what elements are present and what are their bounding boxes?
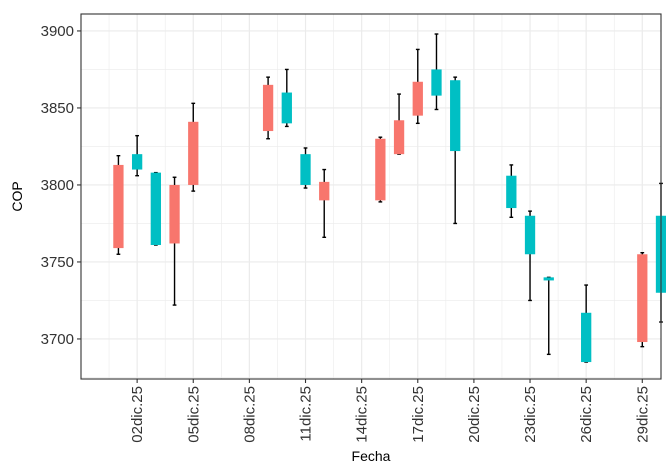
- candle: [375, 136, 386, 203]
- y-tick-label: 3900: [41, 23, 74, 40]
- x-tick-label: 11dic.25: [298, 386, 315, 442]
- candle: [150, 171, 161, 246]
- x-tick-label: 20dic.25: [466, 386, 483, 443]
- y-tick-label: 3850: [41, 100, 74, 117]
- minor-grid: [81, 14, 661, 379]
- candle-body: [393, 120, 405, 155]
- candle-body: [262, 84, 274, 132]
- x-tick-label: 17dic.25: [410, 386, 427, 443]
- x-tick-label: 02dic.25: [129, 386, 146, 443]
- x-tick-label: 05dic.25: [185, 386, 202, 443]
- candle-body: [281, 92, 292, 124]
- x-axis-title: Fecha: [352, 448, 391, 463]
- candle-body: [131, 154, 143, 170]
- candle: [581, 284, 592, 363]
- candle-body: [524, 215, 536, 255]
- candle-body: [450, 80, 461, 152]
- x-tick-label: 23dic.25: [522, 386, 539, 443]
- candle-body: [300, 154, 311, 185]
- candle-body: [543, 277, 554, 281]
- candle-body: [375, 138, 386, 201]
- y-tick-label: 3750: [41, 254, 74, 271]
- candle-body: [637, 254, 648, 343]
- x-axis: 02dic.25 05dic.25 08dic.25 11dic.25 14dic.25…: [129, 379, 651, 443]
- candle: [431, 33, 442, 111]
- x-tick-label: 26dic.25: [578, 386, 595, 443]
- candles: [113, 33, 666, 363]
- x-tick-label: 14dic.25: [354, 386, 371, 443]
- candle: [188, 102, 199, 192]
- x-tick-label: 08dic.25: [241, 386, 258, 443]
- candle-body: [188, 121, 199, 185]
- x-tick-label: 29dic.25: [634, 386, 651, 443]
- candle: [637, 252, 648, 348]
- plot-border: [80, 13, 662, 380]
- candle-body: [113, 164, 124, 249]
- candle: [393, 93, 405, 155]
- candle-body: [431, 69, 442, 96]
- y-axis-title: COP: [9, 181, 25, 211]
- candle-body: [150, 172, 161, 246]
- candle-body: [506, 175, 517, 209]
- candle: [543, 276, 554, 356]
- candle: [412, 48, 423, 125]
- candle: [281, 68, 292, 128]
- candle: [450, 76, 461, 225]
- y-axis: 3700 3750 3800 3850 3900: [41, 23, 81, 348]
- candle: [300, 147, 311, 189]
- candle: [524, 210, 536, 302]
- candle: [113, 154, 124, 255]
- y-tick-label: 3700: [41, 331, 74, 348]
- y-tick-label: 3800: [41, 177, 74, 194]
- candle-body: [581, 312, 592, 363]
- candle: [319, 168, 330, 239]
- candle: [506, 164, 517, 218]
- candle: [262, 76, 274, 140]
- candle-body: [319, 181, 330, 201]
- candle-body: [412, 81, 423, 116]
- candle: [169, 176, 180, 306]
- plot-panel: [81, 14, 661, 379]
- candle-body: [169, 184, 180, 244]
- candle: [131, 134, 143, 177]
